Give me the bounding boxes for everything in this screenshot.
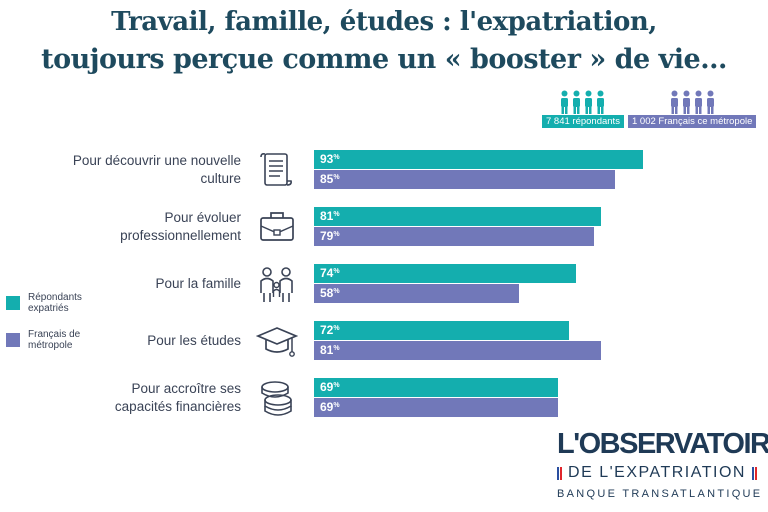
bar-value-label: 85% bbox=[320, 172, 340, 186]
bar-value-label: 69% bbox=[320, 380, 340, 394]
bar-expat bbox=[314, 207, 601, 226]
bar-value-label: 58% bbox=[320, 286, 340, 300]
legend-label: Français de métropole bbox=[28, 329, 81, 351]
logo-subtitle: DE L'EXPATRIATION bbox=[568, 464, 746, 481]
french-flag-icon bbox=[557, 466, 563, 480]
bar-expat bbox=[314, 150, 644, 169]
category-label: Pour les études bbox=[147, 333, 241, 348]
category-label: Pour accroître ses capacités financières bbox=[114, 381, 241, 414]
chart-title-line-2: toujours perçue comme un « booster » de … bbox=[41, 44, 727, 75]
bar-value-label: 81% bbox=[320, 343, 340, 357]
people-icon bbox=[542, 86, 624, 114]
badge-label: 1 002 Français ce métropole bbox=[628, 115, 757, 128]
scroll-icon bbox=[260, 153, 292, 186]
bar-value-label: 74% bbox=[320, 266, 340, 280]
bar-value-label: 69% bbox=[320, 400, 340, 414]
observatoire-logo: L'OBSERVATOIRE DE L'EXPATRIATION BANQUE … bbox=[557, 428, 768, 500]
graduation-cap-icon bbox=[256, 327, 298, 357]
chart-title-line-1: Travail, famille, études : l'expatriatio… bbox=[111, 7, 657, 37]
bar-value-label: 81% bbox=[320, 209, 340, 223]
briefcase-icon bbox=[260, 212, 294, 241]
category-label: Pour découvrir une nouvelle culture bbox=[72, 153, 241, 186]
legend-swatch bbox=[6, 296, 20, 310]
logo-title: L'OBSERVATOIRE bbox=[557, 428, 768, 460]
category-label: Pour la famille bbox=[155, 276, 241, 291]
people-icon bbox=[628, 86, 756, 114]
bar-value-label: 79% bbox=[320, 229, 340, 243]
french-flag-icon bbox=[751, 466, 757, 480]
bar-metro bbox=[314, 341, 601, 360]
legend-swatch bbox=[6, 333, 20, 347]
badge-label: 7 841 répondants bbox=[542, 115, 624, 128]
bar-value-label: 72% bbox=[320, 323, 340, 337]
respondents-badge-metro: 1 002 Français ce métropole bbox=[628, 86, 757, 128]
bar-expat bbox=[314, 378, 559, 397]
family-icon bbox=[260, 267, 293, 302]
coins-icon bbox=[261, 381, 292, 416]
bar-expat bbox=[314, 264, 576, 283]
bar-metro bbox=[314, 398, 559, 417]
bar-metro bbox=[314, 170, 615, 189]
legend-label: Répondants expatriés bbox=[28, 292, 82, 314]
bar-metro bbox=[314, 284, 520, 303]
bar-expat bbox=[314, 321, 569, 340]
logo-bank-name: BANQUE TRANSATLANTIQUE bbox=[557, 488, 763, 500]
bar-metro bbox=[314, 227, 594, 246]
category-label: Pour évoluer professionnellement bbox=[120, 210, 241, 243]
respondents-badge-expat: 7 841 répondants bbox=[542, 86, 624, 128]
bar-value-label: 93% bbox=[320, 152, 340, 166]
